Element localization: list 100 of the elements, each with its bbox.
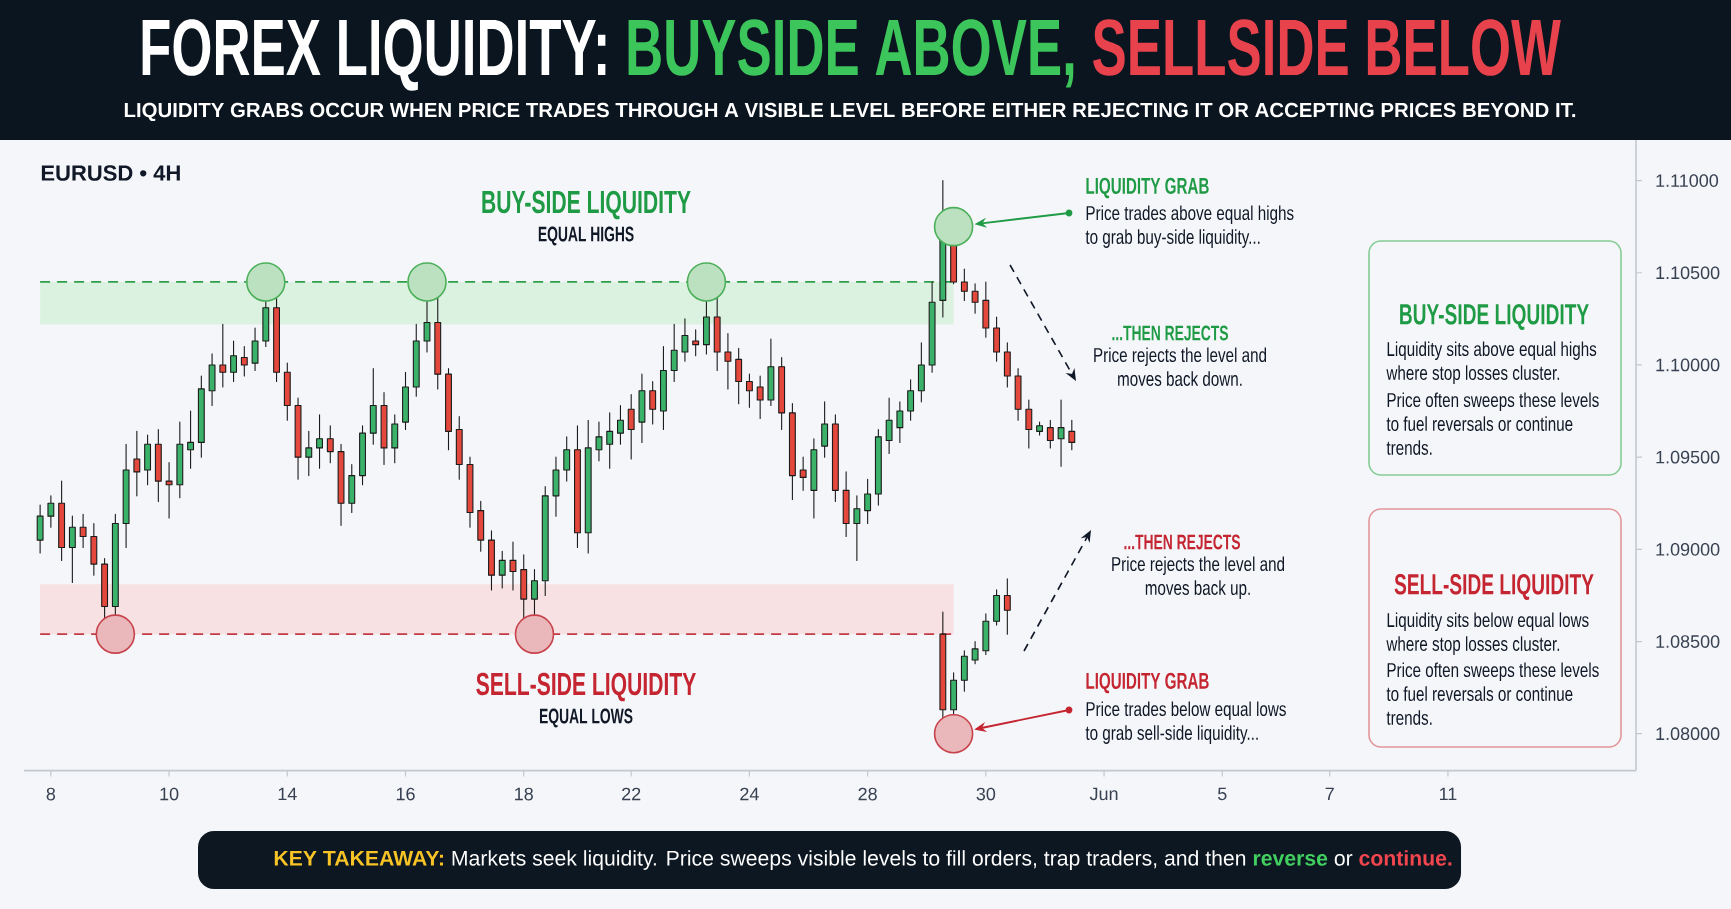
candlestick [1036,421,1044,436]
candlestick [240,345,248,377]
candlestick [165,462,173,519]
candlestick [885,397,893,454]
candlestick [1025,399,1033,449]
candlestick [412,323,420,397]
candlestick [337,443,345,526]
candlestick [294,397,302,480]
y-tick-label: 1.10000 [1656,358,1720,372]
candlestick [326,425,334,464]
candlestick [606,412,614,469]
candlestick [90,522,98,576]
point [686,262,727,302]
candlestick [595,421,603,462]
candlestick [47,495,55,528]
candlestick [649,380,657,425]
candlestick [788,403,796,501]
candlestick [1003,342,1011,388]
x-tick-label: 7 [1325,787,1334,801]
candlestick [445,368,452,451]
annotation: Liquidity sits below equal lows where stop losses cluster. [1386,612,1589,655]
point [246,262,286,302]
candlestick [756,375,764,419]
candlestick [810,438,818,519]
candlestick [520,554,528,619]
annotation: Price rejects the level and moves back up. [1112,556,1285,599]
text: KEY TAKEAWAY: Markets seek liquidity. Price sweeps visible levels to fill orders, trap traders, and then reverse or continue. [274,850,1452,870]
candlestick [917,342,925,403]
x-tick-label: 24 [740,787,759,801]
candlestick [58,480,66,561]
candlestick [251,327,259,372]
x-tick-label: 10 [160,787,179,801]
y-tick-label: 1.08000 [1656,727,1720,741]
candlestick [670,323,678,383]
candlestick [36,504,44,554]
annotation: Price trades below equal lows to grab sell-side liquidity... [1085,701,1286,744]
candlestick [896,401,904,443]
x-tick-label: 28 [858,787,877,801]
candlestick [1003,578,1011,635]
candlestick [735,347,743,405]
candlestick [617,404,624,445]
annotation: LIQUIDITY GRAB [1086,177,1209,199]
candlestick [971,283,979,314]
candlestick [197,375,205,458]
candlestick [305,430,313,477]
candlestick [874,428,882,506]
annotation: Price often sweeps these levels to fuel reversals or continue trends. [1386,392,1599,455]
point [95,614,136,654]
point [514,614,555,654]
candlestick [498,550,506,589]
annotation: EURUSD • 4H [41,165,180,181]
annotation: SELL-SIDE LIQUIDITY [1394,574,1594,600]
candlestick [584,419,592,554]
band-label: BUY-SIDE LIQUIDITY [482,190,691,220]
candlestick [574,425,581,549]
x-tick-label: 11 [1439,787,1457,801]
x-tick-label: 14 [278,787,297,801]
candlestick [745,373,753,408]
band-label: SELL-SIDE LIQUIDITY [476,672,696,702]
candlestick [853,495,861,561]
candlestick [692,329,700,357]
candlestick [283,362,291,421]
x-tick-label: 8 [46,787,56,801]
chart-subtitle: LIQUIDITY GRABS OCCUR WHEN PRICE TRADES THROUGH A VISIBLE LEVEL BEFORE EITHER REJECTING IT OR ACCEPTING PRICES BEYOND IT. [124,102,1576,122]
x-tick-label: 5 [1217,787,1227,801]
candlestick [187,410,195,469]
candlestick [477,500,485,552]
candlestick [359,425,366,486]
point [933,713,974,754]
candlestick [79,513,87,549]
annotation: Liquidity sits above equal highs where stop losses cluster. [1386,341,1597,384]
candlestick [993,589,1001,626]
candlestick [799,456,807,491]
candlestick [939,611,947,720]
y-tick-label: 1.08500 [1656,635,1720,648]
candlestick [713,296,721,372]
candlestick [552,456,560,517]
candlestick [767,338,775,407]
candlestick [638,373,646,443]
annotation: LIQUIDITY GRAB [1086,672,1209,694]
candlestick [982,613,990,655]
candlestick [831,414,839,502]
candlestick [369,368,377,445]
y-tick-label: 1.09500 [1656,450,1720,464]
candlestick [982,281,990,338]
candlestick [971,640,979,665]
candlestick [681,318,689,362]
y-tick-label: 1.09000 [1656,542,1720,556]
candlestick [133,430,141,497]
candlestick [176,421,184,499]
candlestick [380,392,388,466]
candlestick [154,428,162,502]
candlestick [1014,368,1022,421]
candlestick [509,541,517,591]
candlestick [273,296,280,383]
y-tick-label: 1.11000 [1656,174,1719,187]
annotation: BUY-SIDE LIQUIDITY [1400,304,1589,330]
candlestick [68,515,76,584]
candlestick [907,379,915,421]
candlestick [208,353,216,407]
